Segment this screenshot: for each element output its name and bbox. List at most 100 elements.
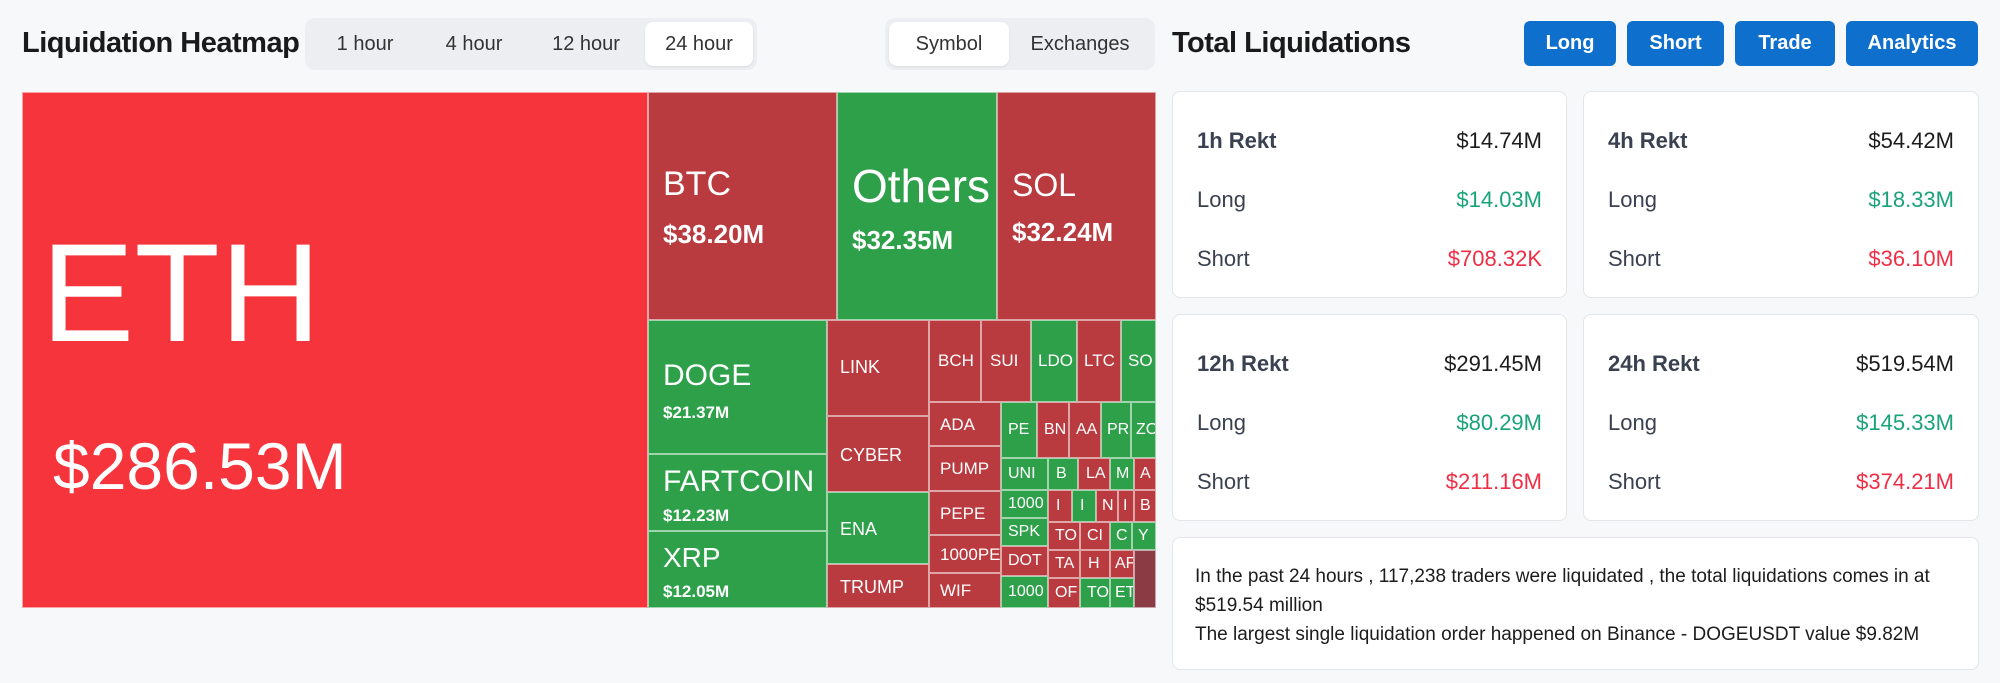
card-label: 4h Rekt [1608, 128, 1688, 153]
tile-value: $12.05M [663, 582, 730, 601]
long-label: Long [1197, 410, 1246, 435]
summary-line-traders: In the past 24 hours , 117,238 traders w… [1195, 566, 1930, 616]
short-button[interactable]: Short [1627, 21, 1724, 66]
tile-symbol: H [1088, 555, 1100, 572]
tile-1000pe[interactable]: 1000PE [929, 535, 1001, 573]
tile-aa[interactable]: AA [1069, 402, 1101, 458]
tile-so[interactable]: SO [1121, 320, 1156, 402]
tile-of[interactable]: OF [1048, 578, 1080, 608]
tile-pe[interactable]: PE [1001, 402, 1037, 458]
tile-symbol: LTC [1084, 351, 1115, 370]
tile-symbol: LINK [840, 357, 881, 377]
tile-ada[interactable]: ADA [929, 402, 1001, 446]
tile-misc[interactable] [1134, 550, 1156, 608]
tile-m[interactable]: M [1110, 458, 1134, 490]
tile-others[interactable]: Others $32.35M [837, 92, 997, 320]
tile-symbol: I [1056, 497, 1061, 514]
tile-xrp[interactable]: XRP $12.05M [648, 531, 827, 608]
tile-uni[interactable]: UNI [1001, 458, 1048, 490]
tab-12-hour[interactable]: 12 hour [552, 33, 620, 55]
tile-ta[interactable]: TA [1048, 550, 1080, 578]
tile-symbol: UNI [1008, 465, 1036, 482]
short-value: $708.32K [1447, 246, 1542, 271]
tile-a[interactable]: A [1134, 458, 1156, 490]
tile-sui[interactable]: SUI [981, 320, 1031, 402]
tile-doge[interactable]: DOGE $21.37M [648, 320, 827, 454]
tab-1-hour[interactable]: 1 hour [336, 33, 394, 55]
tile-b-a[interactable]: B [1048, 458, 1078, 490]
tile-dot[interactable]: DOT [1001, 546, 1048, 576]
tile-symbol: I [1080, 497, 1085, 514]
tile-trump[interactable]: TRUMP [827, 564, 929, 608]
tile-h[interactable]: H [1080, 550, 1110, 578]
tile-fartcoin[interactable]: FARTCOIN $12.23M [648, 454, 827, 531]
tile-pr[interactable]: PR [1101, 402, 1131, 458]
tile-ldo[interactable]: LDO [1031, 320, 1077, 402]
tile-spk[interactable]: SPK [1001, 518, 1048, 546]
tile-symbol: ZO [1136, 421, 1156, 438]
tile-btc[interactable]: BTC $38.20M [648, 92, 837, 320]
tile-pump[interactable]: PUMP [929, 446, 1001, 491]
tile-bn[interactable]: BN [1037, 402, 1069, 458]
tile-symbol: SOL [1012, 167, 1077, 203]
tile-et[interactable]: ET [1110, 578, 1134, 608]
tile-symbol: N [1102, 497, 1114, 514]
tile-symbol: LDO [1038, 351, 1073, 370]
tab-4-hour[interactable]: 4 hour [445, 33, 503, 55]
tile-n[interactable]: N [1096, 490, 1118, 522]
total-liquidations-title: Total Liquidations [1172, 27, 1411, 59]
tile-la[interactable]: LA [1078, 458, 1110, 490]
tile-to-b[interactable]: TO [1080, 578, 1110, 608]
tile-eth[interactable]: ETH $286.53M [22, 92, 648, 608]
card-label: 1h Rekt [1197, 128, 1277, 153]
tile-ena[interactable]: ENA [827, 492, 929, 564]
tile-i-a[interactable]: I [1048, 490, 1072, 522]
tile-symbol: 1000PE [940, 545, 1001, 564]
tile-cyber[interactable]: CYBER [827, 416, 929, 492]
tile-symbol: BN [1044, 421, 1067, 438]
card-label: 12h Rekt [1197, 351, 1289, 376]
tile-symbol: SUI [990, 351, 1019, 370]
tile-value: $12.23M [663, 506, 730, 525]
tile-symbol: ENA [840, 519, 878, 539]
tile-symbol: AA [1076, 421, 1098, 438]
tab-exchanges[interactable]: Exchanges [1030, 33, 1130, 55]
tile-zo[interactable]: ZO [1131, 402, 1156, 458]
tile-1000-b[interactable]: 1000 [1001, 576, 1048, 608]
tile-symbol: CYBER [840, 445, 903, 465]
tile-link[interactable]: LINK [827, 320, 929, 416]
tile-c[interactable]: C [1110, 522, 1132, 550]
tile-symbol: B [1140, 497, 1151, 514]
tile-symbol: PUMP [940, 459, 990, 478]
tile-y[interactable]: Y [1132, 522, 1156, 550]
short-label: Short [1608, 469, 1661, 494]
tab-symbol[interactable]: Symbol [889, 22, 1009, 66]
tile-bch[interactable]: BCH [929, 320, 981, 402]
view-selector: Symbol Exchanges [885, 18, 1155, 70]
tile-symbol: Others [852, 160, 991, 212]
tile-i-b[interactable]: I [1072, 490, 1096, 522]
tile-ltc[interactable]: LTC [1077, 320, 1121, 402]
tile-i-c[interactable]: I [1118, 490, 1134, 522]
tile-symbol: 1000 [1008, 583, 1044, 600]
tile-value: $286.53M [53, 429, 347, 503]
tile-symbol: TRUMP [840, 577, 904, 597]
card-total: $14.74M [1456, 128, 1542, 153]
tile-to-a[interactable]: TO [1048, 522, 1080, 550]
tile-b-b[interactable]: B [1134, 490, 1156, 522]
tile-ci[interactable]: CI [1080, 522, 1110, 550]
tile-1000-a[interactable]: 1000 [1001, 490, 1048, 518]
long-button[interactable]: Long [1524, 21, 1616, 66]
tile-af[interactable]: AF [1110, 550, 1134, 578]
analytics-button[interactable]: Analytics [1846, 21, 1978, 66]
tile-symbol: TA [1055, 555, 1075, 572]
trade-button[interactable]: Trade [1735, 21, 1835, 66]
tile-symbol: WIF [940, 581, 972, 600]
tab-24-hour[interactable]: 24 hour [645, 22, 753, 66]
long-value: $18.33M [1868, 187, 1954, 212]
tile-wif[interactable]: WIF [929, 573, 1001, 608]
tile-pepe[interactable]: PEPE [929, 491, 1001, 535]
tile-sol[interactable]: SOL $32.24M [997, 92, 1156, 320]
tile-value: $32.24M [1012, 217, 1114, 247]
short-label: Short [1197, 246, 1250, 271]
